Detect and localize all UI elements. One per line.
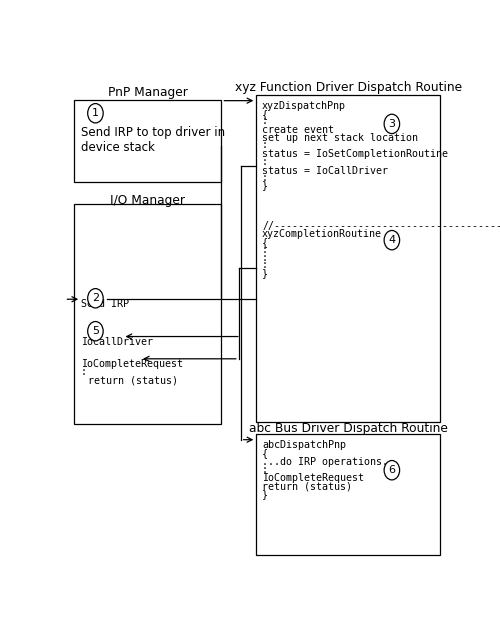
Text: set up next stack location: set up next stack location: [262, 133, 418, 143]
Text: 2: 2: [92, 293, 99, 303]
Text: }: }: [262, 489, 268, 499]
Bar: [74, 99, 222, 182]
Text: IoCompleteRequest: IoCompleteRequest: [262, 473, 364, 483]
Text: //------------------------------------------: //--------------------------------------…: [262, 221, 500, 231]
Circle shape: [384, 460, 400, 480]
Circle shape: [88, 321, 103, 341]
Text: :: :: [262, 157, 268, 167]
Text: IoCallDriver: IoCallDriver: [81, 337, 153, 347]
Text: :: :: [262, 116, 268, 126]
Text: :: :: [262, 140, 268, 150]
Text: xyz Function Driver Dispatch Routine: xyz Function Driver Dispatch Routine: [234, 81, 462, 94]
Text: :: :: [262, 260, 268, 270]
Circle shape: [88, 104, 103, 123]
Text: {: {: [262, 448, 268, 459]
Text: 1: 1: [92, 108, 99, 118]
Text: return (status): return (status): [88, 376, 178, 386]
Text: :: :: [81, 367, 87, 377]
Text: abcDispatchPnp: abcDispatchPnp: [262, 440, 346, 450]
Text: IoCompleteRequest: IoCompleteRequest: [81, 359, 183, 369]
Text: :: :: [262, 245, 268, 255]
Text: 3: 3: [388, 119, 396, 129]
Text: Send IRP: Send IRP: [81, 299, 129, 309]
Text: return (status): return (status): [262, 481, 352, 491]
Text: {: {: [262, 237, 268, 247]
Text: 5: 5: [92, 326, 99, 337]
Text: abc Bus Driver Dispatch Routine: abc Bus Driver Dispatch Routine: [249, 421, 448, 435]
Text: xyzCompletionRoutine: xyzCompletionRoutine: [262, 229, 382, 239]
Text: 6: 6: [388, 465, 396, 475]
Text: :: :: [262, 174, 268, 183]
Circle shape: [384, 230, 400, 250]
Text: I/O Manager: I/O Manager: [110, 194, 185, 207]
Text: }: }: [262, 268, 268, 278]
Text: create event: create event: [262, 125, 334, 135]
Text: :: :: [262, 253, 268, 263]
Bar: [256, 434, 440, 555]
Text: xyzDispatchPnp: xyzDispatchPnp: [262, 101, 346, 111]
Bar: [74, 204, 222, 424]
Text: status = IoSetCompletionRoutine: status = IoSetCompletionRoutine: [262, 149, 448, 159]
Circle shape: [384, 114, 400, 133]
Text: :: :: [262, 465, 268, 475]
Text: Send IRP to top driver in
device stack: Send IRP to top driver in device stack: [81, 126, 225, 154]
Text: status = IoCallDriver: status = IoCallDriver: [262, 165, 388, 175]
Text: 4: 4: [388, 235, 396, 245]
Text: }: }: [262, 181, 268, 191]
Circle shape: [88, 289, 103, 308]
Text: {: {: [262, 109, 268, 120]
Text: PnP Manager: PnP Manager: [108, 86, 188, 99]
Bar: [256, 95, 440, 422]
Text: ...do IRP operations...: ...do IRP operations...: [262, 457, 400, 467]
